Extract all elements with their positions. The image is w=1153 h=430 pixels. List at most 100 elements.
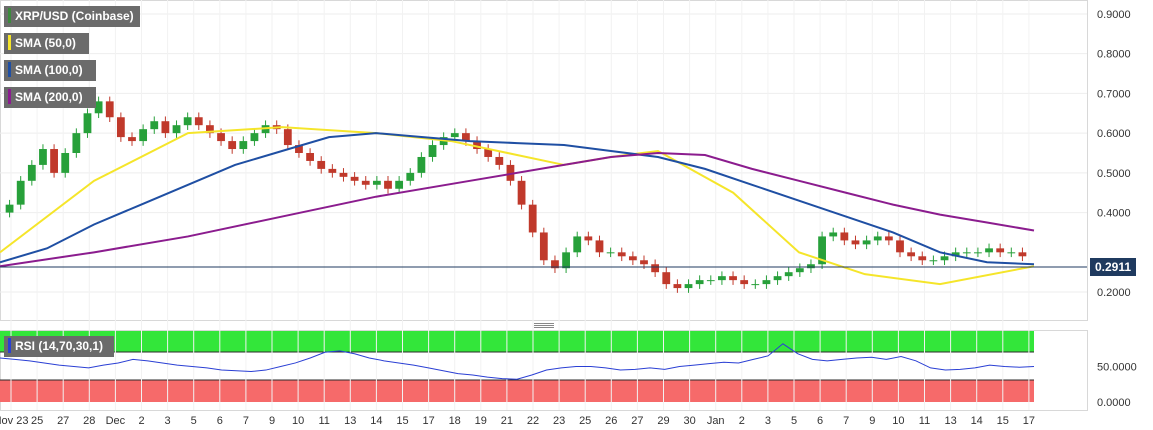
candle-body <box>295 145 303 153</box>
sma-line-200 <box>0 151 1035 268</box>
y-tick-label: 0.6000 <box>1097 128 1131 140</box>
candle-body <box>1018 252 1027 257</box>
x-tick-label: 10 <box>292 415 304 427</box>
candle-body <box>139 129 148 142</box>
candle-body <box>462 133 470 142</box>
x-tick-label: 3 <box>165 415 171 427</box>
x-tick-label: 28 <box>83 415 95 427</box>
x-tick-label: 5 <box>191 415 197 427</box>
x-tick-label: 23 <box>553 415 565 427</box>
x-tick-label: 9 <box>869 415 875 427</box>
candle-body <box>5 204 14 213</box>
candle-body <box>206 125 214 134</box>
candle-body <box>50 149 58 173</box>
sma100-label: SMA (100,0) <box>15 63 83 77</box>
candle-body <box>228 141 237 150</box>
x-tick-label: 3 <box>765 415 771 427</box>
candle-body <box>996 248 1005 253</box>
candle-body <box>83 113 92 134</box>
candle-body <box>829 232 838 237</box>
candle-body <box>840 232 849 241</box>
candle-body <box>194 117 203 126</box>
candle-body <box>562 252 570 269</box>
candle-body <box>350 176 359 181</box>
x-tick-label: 15 <box>396 415 408 427</box>
candle-body <box>695 280 704 285</box>
candle-body <box>873 236 882 241</box>
candle-body <box>896 240 904 253</box>
candle-body <box>506 164 515 181</box>
rsi-swatch <box>8 338 11 354</box>
current-price-tag: 0.2911 <box>1090 258 1136 276</box>
candle-body <box>150 121 159 130</box>
x-tick-label: 22 <box>527 415 539 427</box>
x-tick-label: 15 <box>997 415 1009 427</box>
candlesticks <box>5 96 1027 293</box>
x-tick-label: 27 <box>57 415 69 427</box>
x-tick-label: 13 <box>944 415 956 427</box>
instrument-text: XRP/USD (Coinbase) <box>15 9 134 23</box>
candle-body <box>884 236 893 241</box>
candle-body <box>751 284 760 286</box>
candle-body <box>729 276 737 281</box>
candle-body <box>484 149 493 157</box>
rsi-overbought-band <box>0 331 1034 352</box>
candle-body <box>640 260 648 265</box>
candle-body <box>495 156 504 165</box>
candle-body <box>740 280 749 285</box>
candle-body <box>539 232 548 261</box>
candle-body <box>985 248 993 253</box>
candle-body <box>317 160 326 169</box>
x-tick-label: 13 <box>344 415 356 427</box>
x-tick-label: 25 <box>579 415 591 427</box>
x-tick-label: 11 <box>318 415 329 427</box>
x-tick-label: 6 <box>217 415 223 427</box>
y-tick-label: 0.8000 <box>1097 49 1131 61</box>
candle-body <box>1007 252 1016 254</box>
sma200-swatch <box>8 89 11 105</box>
candle-body <box>807 264 815 269</box>
x-tick-label: 25 <box>31 415 43 427</box>
candle-body <box>651 264 660 273</box>
candle-body <box>573 236 582 253</box>
x-tick-label: 7 <box>843 415 849 427</box>
sma50-swatch <box>8 35 11 51</box>
candle-body <box>105 101 114 118</box>
candle-body <box>239 141 248 150</box>
candle-body <box>951 252 960 257</box>
candle-body <box>606 252 615 254</box>
candle-body <box>595 240 604 253</box>
x-tick-label: Jan <box>707 415 725 427</box>
candle-body <box>684 284 693 289</box>
candle-body <box>61 153 70 173</box>
legend-sma200[interactable]: SMA (200,0) <box>4 87 96 108</box>
pane-resize-handle[interactable] <box>534 323 554 329</box>
rsi-legend[interactable]: RSI (14,70,30,1) <box>4 336 114 357</box>
candle-body <box>551 260 559 269</box>
x-tick-label: Dec <box>106 415 126 427</box>
candle-body <box>250 133 259 142</box>
candle-body <box>384 180 392 189</box>
candle-body <box>818 236 826 265</box>
candle-body <box>128 137 136 142</box>
y-tick-label: 0.7000 <box>1097 88 1131 100</box>
x-tick-label: 29 <box>657 415 669 427</box>
instrument-label[interactable]: XRP/USD (Coinbase) <box>4 6 140 27</box>
x-tick-label: Nov 23 <box>0 415 28 427</box>
candle-body <box>172 125 181 134</box>
y-tick-label: 0.9000 <box>1097 9 1131 21</box>
sma-line-100 <box>0 132 1035 266</box>
y-tick-label: 0.5000 <box>1097 168 1131 180</box>
legend-sma100[interactable]: SMA (100,0) <box>4 60 96 81</box>
sma100-swatch <box>8 62 11 78</box>
candle-body <box>39 149 47 165</box>
candle-body <box>517 180 526 205</box>
x-tick-label: 6 <box>817 415 823 427</box>
candle-body <box>339 172 348 177</box>
legend-sma50[interactable]: SMA (50,0) <box>4 33 89 54</box>
sma200-label: SMA (200,0) <box>15 90 83 104</box>
candle-body <box>974 252 982 254</box>
candle-body <box>940 256 949 261</box>
x-tick-label: 2 <box>138 415 144 427</box>
